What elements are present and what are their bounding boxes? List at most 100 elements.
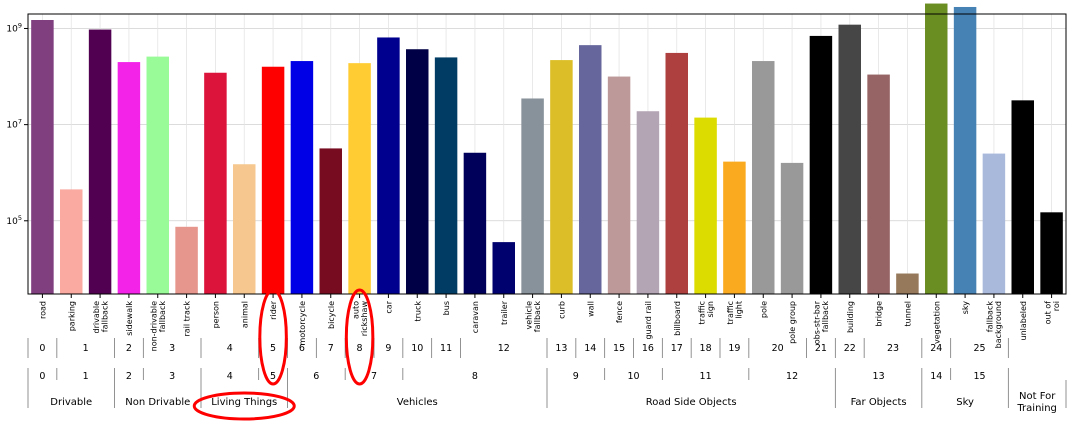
bar-fence	[607, 76, 631, 294]
svg-text:rider: rider	[269, 300, 278, 320]
x-tick-label-obs-str-bar-fallback: obs-str-barfallback	[813, 300, 831, 344]
svg-text:curb: curb	[557, 301, 566, 319]
annotation-circle-living-things	[192, 391, 296, 421]
svg-text:road: road	[38, 301, 47, 319]
bar-truck	[406, 49, 429, 294]
x-tick-label-building: building	[846, 301, 855, 333]
svg-text:trafficlight: trafficlight	[726, 301, 744, 324]
svg-text:animal: animal	[240, 301, 249, 328]
bar-curb	[550, 60, 573, 294]
bar-road	[31, 20, 54, 294]
x-tick-label-auto-rickshaw: autorickshaw	[351, 301, 369, 337]
x-tick-label-drivable-fallback: drivablefallback	[92, 301, 110, 334]
level1-label-21: 21	[815, 343, 827, 354]
bar-out-of-roi	[1040, 212, 1063, 294]
level2-label-9: 9	[573, 371, 579, 382]
x-tick-label-rider: rider	[269, 300, 278, 320]
x-tick-label-billboard: billboard	[673, 301, 682, 336]
svg-text:guard rail: guard rail	[644, 301, 653, 339]
plot-frame	[27, 13, 1067, 295]
bar-building	[838, 24, 861, 294]
level1-label-2: 2	[126, 343, 132, 354]
x-tick-label-vehicle-fallback: vehiclefallback	[524, 301, 542, 333]
level2-label-5: 5	[270, 371, 276, 382]
bar-rider	[261, 66, 285, 295]
level1-label-22: 22	[844, 343, 856, 354]
bar-bicycle	[319, 148, 342, 294]
level3-label-road-side-objects: Road Side Objects	[646, 397, 737, 408]
svg-text:person: person	[211, 301, 220, 328]
bar-trailer	[492, 242, 515, 294]
y-tick-label-0: 105	[6, 214, 22, 227]
bar-car	[377, 37, 400, 294]
bar-non-drivable-fallback	[146, 56, 169, 294]
svg-text:rail track: rail track	[183, 301, 192, 337]
level1-label-8: 8	[357, 343, 363, 354]
level2-label-6: 6	[313, 371, 319, 382]
level1-label-9: 9	[385, 343, 391, 354]
svg-text:caravan: caravan	[471, 301, 480, 333]
bar-bus	[434, 57, 458, 294]
svg-text:unlabeled: unlabeled	[1019, 301, 1028, 341]
bar-wall	[579, 45, 602, 295]
level1-label-0: 0	[39, 343, 45, 354]
bar-fallback-background	[982, 153, 1006, 294]
x-tick-label-unlabeled: unlabeled	[1019, 301, 1028, 341]
svg-text:pole group: pole group	[788, 301, 797, 344]
level2-label-15: 15	[973, 371, 985, 382]
bar-sidewalk	[117, 62, 141, 295]
level1-label-11: 11	[440, 343, 452, 354]
level1-label-19: 19	[728, 343, 740, 354]
x-tick-label-wall: wall	[586, 301, 595, 317]
x-tick-label-curb: curb	[557, 301, 566, 319]
level1-label-4: 4	[227, 343, 233, 354]
bar-pole	[752, 61, 775, 294]
svg-text:pole: pole	[759, 301, 768, 318]
x-tick-label-sky: sky	[961, 301, 970, 315]
bar-obs-str-bar-fallback	[809, 35, 833, 294]
annotation-circle-rider	[258, 288, 288, 386]
level1-label-18: 18	[700, 343, 712, 354]
level2-label-10: 10	[627, 371, 639, 382]
x-tick-label-guard-rail: guard rail	[644, 301, 653, 339]
svg-text:vehiclefallback: vehiclefallback	[524, 301, 542, 333]
svg-text:car: car	[384, 300, 393, 313]
hierarchy-levels: 0 1 2 3 4 5 6 7 8 9 10 11 12 13 14 15 16 17 18 19 20 21 22 23 24…	[27, 338, 1067, 414]
bar-unlabeled	[1011, 100, 1034, 294]
bar-tunnel	[896, 273, 919, 294]
bar-caravan	[463, 152, 487, 294]
bar-guard-rail	[636, 111, 660, 294]
level2-label-13: 13	[873, 371, 885, 382]
level1-label-24: 24	[930, 343, 942, 354]
svg-text:bicycle: bicycle	[327, 301, 336, 329]
level1-label-14: 14	[584, 343, 596, 354]
x-tick-label-pole: pole	[759, 301, 768, 318]
level3-label-vehicles: Vehicles	[397, 397, 438, 408]
x-tick-label-caravan: caravan	[471, 301, 480, 333]
svg-text:bus: bus	[442, 301, 451, 315]
svg-text:non-drivablefallback: non-drivablefallback	[150, 301, 168, 352]
x-tick-label-car: car	[384, 300, 393, 313]
svg-text:tunnel: tunnel	[903, 301, 912, 327]
level1-label-1: 1	[83, 343, 89, 354]
x-tick-label-motorcycle: motorcycle	[298, 301, 307, 346]
svg-text:bridge: bridge	[875, 301, 884, 327]
level2-label-8: 8	[472, 371, 478, 382]
bar-auto-rickshaw	[348, 63, 371, 294]
x-tick-label-out-of-roi: out ofroi	[1043, 301, 1061, 325]
level1-label-6: 6	[299, 343, 305, 354]
svg-text:fence: fence	[615, 301, 624, 323]
level2-label-4: 4	[227, 371, 233, 382]
level1-label-5: 5	[270, 343, 276, 354]
x-tick-label-tunnel: tunnel	[903, 301, 912, 327]
y-tick-label-2: 109	[6, 21, 22, 34]
level3-label-sky: Sky	[956, 397, 974, 408]
bar-rail-track	[175, 226, 198, 294]
x-tick-label-person: person	[211, 301, 220, 328]
x-tick-labels: road parking drivablefallback sidewalk non-d…	[38, 294, 1061, 352]
level2-label-1: 1	[83, 371, 89, 382]
level1-label-17: 17	[671, 343, 683, 354]
level3-label-non-drivable: Non Drivable	[125, 397, 190, 408]
bar-vegetation	[925, 3, 948, 294]
annotations	[192, 288, 375, 421]
